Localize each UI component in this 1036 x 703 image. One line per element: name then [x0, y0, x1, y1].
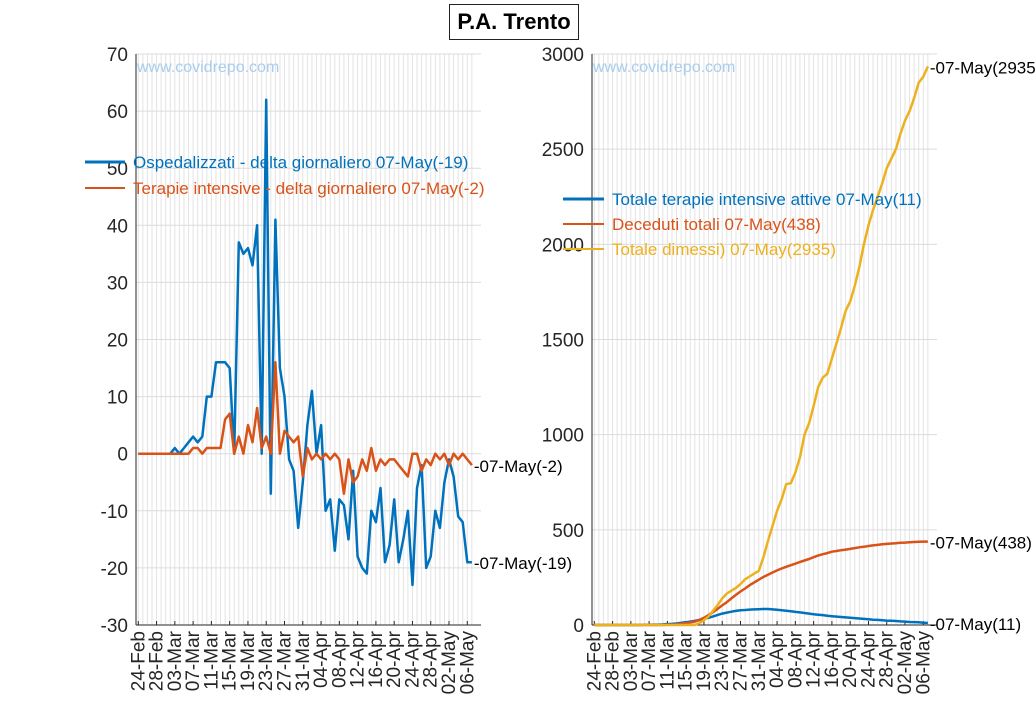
legend-entry: Totale dimessi) 07-May(2935) [612, 240, 836, 259]
y-tick-label: 60 [107, 102, 128, 123]
watermark: www.covidrepo.com [136, 59, 279, 76]
x-tick-label: 07-Mar [183, 630, 204, 691]
x-tick-label: 19-Mar [694, 630, 715, 691]
x-tick-label: 31-Mar [293, 630, 314, 691]
series-end-label: -07-May(-2) [474, 457, 563, 476]
legend-entry: Terapie intensive - delta giornaliero 07… [133, 179, 485, 198]
x-tick-label: 03-Mar [621, 630, 642, 691]
x-tick-label: 24-Apr [402, 630, 423, 688]
y-tick-label: 10 [107, 388, 128, 409]
x-tick-label: 19-Mar [238, 630, 259, 691]
y-tick-label: 0 [573, 616, 584, 637]
x-tick-label: 28-Apr [421, 630, 442, 688]
x-tick-label: 02-May [895, 631, 916, 695]
y-tick-label: 50 [107, 159, 128, 180]
x-tick-label: 24-Feb [584, 631, 605, 691]
series-end-label: -07-May(2935) [930, 58, 1036, 77]
y-tick-label: 20 [107, 331, 128, 352]
y-tick-label: 0 [117, 445, 128, 466]
watermark: www.covidrepo.com [592, 59, 735, 76]
y-tick-label: -30 [101, 616, 128, 637]
legend-entry: Totale terapie intensive attive 07-May(1… [612, 190, 922, 209]
x-tick-label: 03-Mar [165, 630, 186, 691]
x-tick-label: 06-May [913, 631, 934, 695]
x-tick-label: 08-Apr [329, 630, 350, 688]
y-tick-label: 2500 [542, 140, 584, 161]
x-tick-label: 23-Mar [712, 630, 733, 691]
x-tick-label: 20-Apr [840, 630, 861, 688]
x-tick-label: 23-Mar [256, 630, 277, 691]
y-tick-label: -20 [101, 559, 128, 580]
y-tick-label: 500 [552, 521, 584, 542]
x-tick-label: 28-Feb [603, 631, 624, 691]
legend-entry: Deceduti totali 07-May(438) [612, 215, 821, 234]
y-tick-label: 30 [107, 273, 128, 294]
y-tick-label: -10 [101, 502, 128, 523]
x-tick-label: 07-Mar [639, 630, 660, 691]
x-tick-label: 24-Apr [858, 630, 879, 688]
x-tick-label: 28-Feb [147, 631, 168, 691]
x-tick-label: 28-Apr [877, 630, 898, 688]
x-tick-label: 04-Apr [311, 630, 332, 688]
x-tick-label: 11-Mar [657, 630, 678, 689]
x-tick-label: 04-Apr [767, 630, 788, 688]
series-line-1 [138, 98, 472, 587]
y-tick-label: 2000 [542, 235, 584, 256]
x-tick-label: 06-May [457, 631, 478, 695]
x-tick-label: 15-Mar [220, 630, 241, 691]
x-tick-label: 27-Mar [275, 630, 296, 691]
y-tick-label: 40 [107, 216, 128, 237]
y-tick-label: 70 [107, 45, 128, 66]
x-tick-label: 27-Mar [731, 630, 752, 691]
x-tick-label: 31-Mar [749, 630, 770, 691]
y-tick-label: 1000 [542, 426, 584, 447]
x-tick-label: 24-Feb [128, 631, 149, 691]
series-line-2 [138, 361, 473, 495]
y-tick-label: 1500 [542, 331, 584, 352]
chart-title: P.A. Trento [449, 4, 579, 40]
x-tick-label: 12-Apr [804, 630, 825, 688]
series-end-label: -07-May(-19) [474, 554, 572, 573]
x-tick-label: 15-Mar [676, 630, 697, 691]
x-tick-label: 16-Apr [366, 630, 387, 688]
chart-1: -30 -20 -10 0 10 20 30 40 50 60 70 24-Feb28-Feb03-M… [85, 45, 572, 694]
chart-2: 0 500 1000 1500 2000 2500 3000 24-Feb28-Feb03-M… [542, 45, 1036, 694]
x-tick-label: 02-May [439, 631, 460, 695]
series-end-label: -07-May(438) [930, 534, 1032, 553]
x-tick-label: 16-Apr [822, 630, 843, 688]
x-tick-label: 08-Apr [785, 630, 806, 688]
x-tick-label: 11-Mar [201, 630, 222, 689]
series-end-label: -07-May(11) [930, 615, 1021, 634]
legend-entry: Ospedalizzati - delta giornaliero 07-May… [133, 153, 468, 172]
x-tick-label: 12-Apr [348, 630, 369, 688]
x-tick-label: 20-Apr [384, 630, 405, 688]
series-line-3 [594, 65, 930, 627]
y-tick-label: 3000 [542, 45, 584, 66]
